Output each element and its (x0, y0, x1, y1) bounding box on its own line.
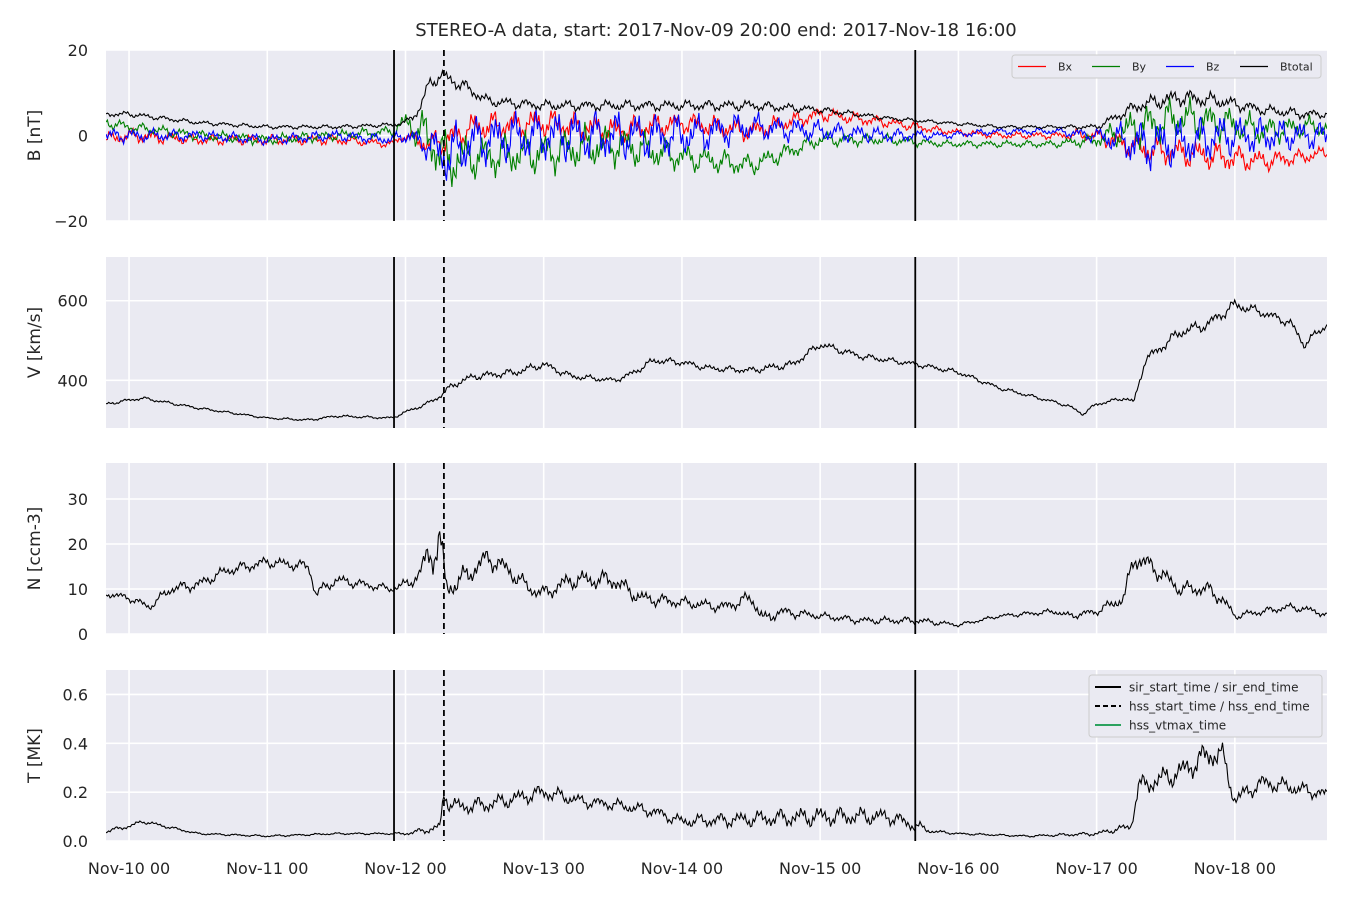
panels-layer: −20 0 20 B [nT] Bx By Bz Btotal 400 600 V [km/s] 0 1… (25, 41, 1327, 878)
event-legend (1088, 674, 1323, 738)
event-legend-label: hss_vtmax_time (1129, 719, 1226, 733)
x-tick-label: Nov-11 00 (226, 859, 308, 878)
y-tick-label: 20 (68, 535, 88, 554)
y-tick-label: 0.4 (63, 734, 88, 753)
y-axis-label: N [ccm-3] (25, 507, 45, 591)
panel-background (106, 257, 1327, 428)
x-tick-label: Nov-18 00 (1194, 859, 1276, 878)
y-tick-label: 0.6 (63, 685, 88, 704)
y-tick-label: 600 (57, 292, 88, 311)
y-tick-label: 0.2 (63, 783, 88, 802)
y-axis-label: T [MK] (25, 728, 45, 784)
series-line-by (106, 96, 1327, 187)
x-tick-label: Nov-16 00 (917, 859, 999, 878)
x-tick-label: Nov-10 00 (88, 859, 170, 878)
x-tick-label: Nov-13 00 (503, 859, 585, 878)
y-axis-label: B [nT] (25, 110, 45, 162)
y-tick-label: 20 (68, 41, 88, 60)
series-line-data (106, 531, 1327, 628)
panel-background (106, 463, 1327, 634)
y-tick-label: 10 (68, 580, 88, 599)
panel-1: −20 0 20 B [nT] Bx By Bz Btotal (25, 41, 1327, 231)
series-line-data (106, 298, 1327, 422)
legend-label: Btotal (1280, 61, 1313, 74)
chart-title: STEREO-A data, start: 2017-Nov-09 20:00 … (415, 20, 1016, 41)
y-tick-label: −20 (54, 212, 88, 231)
event-legend-label: hss_start_time / hss_end_time (1129, 700, 1310, 714)
y-tick-label: 30 (68, 490, 88, 509)
y-tick-label: 0 (78, 127, 88, 146)
panel-3: 0 10 20 30 N [ccm-3] (25, 463, 1327, 644)
y-tick-label: 0.0 (63, 832, 88, 851)
event-legend-label: sir_start_time / sir_end_time (1129, 681, 1299, 695)
x-tick-label: Nov-15 00 (779, 859, 861, 878)
y-axis-label: V [km/s] (25, 307, 45, 378)
panel-4: 0.0 0.2 0.4 0.6 T [MK] sir_start_time / sir_e… (25, 670, 1327, 878)
legend-label: By (1132, 61, 1147, 74)
x-tick-label: Nov-14 00 (641, 859, 723, 878)
x-tick-label: Nov-12 00 (364, 859, 446, 878)
y-tick-label: 400 (57, 371, 88, 390)
y-tick-label: 0 (78, 625, 88, 644)
x-tick-label: Nov-17 00 (1055, 859, 1137, 878)
legend-label: Bx (1058, 61, 1073, 74)
legend-label: Bz (1206, 61, 1220, 74)
series-line-btotal (106, 68, 1327, 131)
series-line-data (106, 742, 1327, 838)
series-line-bz (106, 109, 1327, 181)
panel-2: 400 600 V [km/s] (25, 257, 1327, 428)
